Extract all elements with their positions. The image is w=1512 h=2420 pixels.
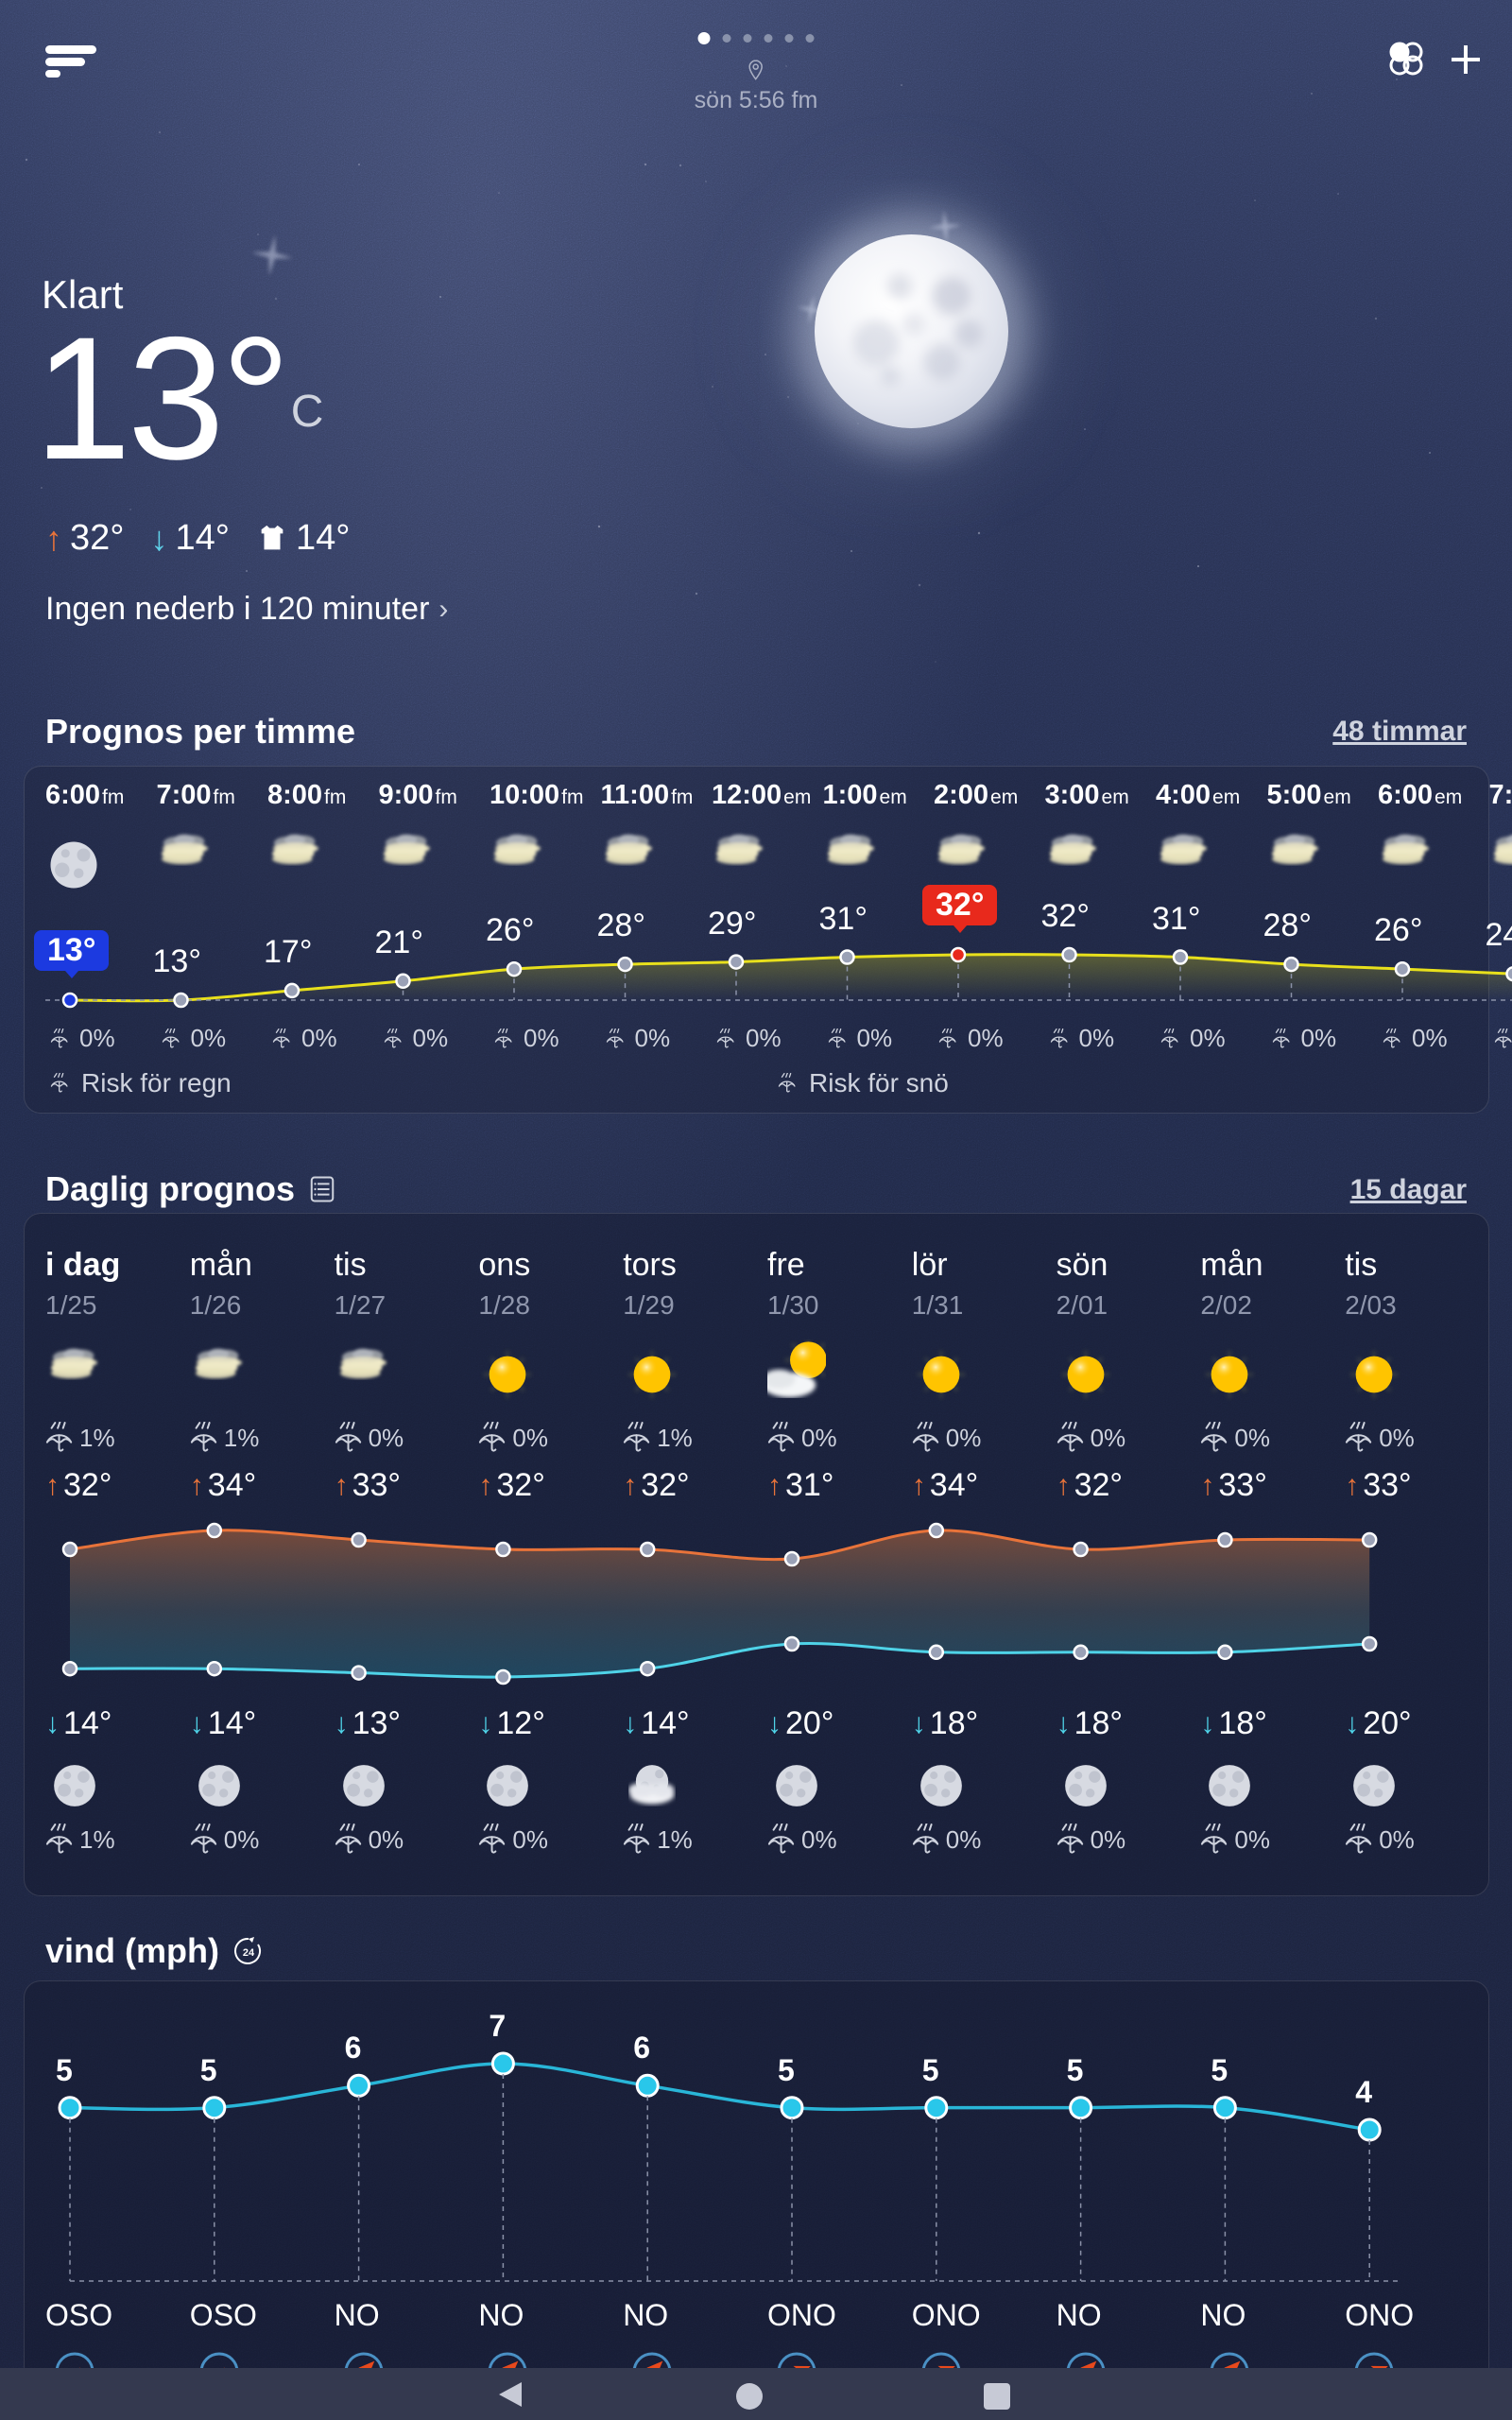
svg-text:24: 24 [243, 1947, 255, 1959]
